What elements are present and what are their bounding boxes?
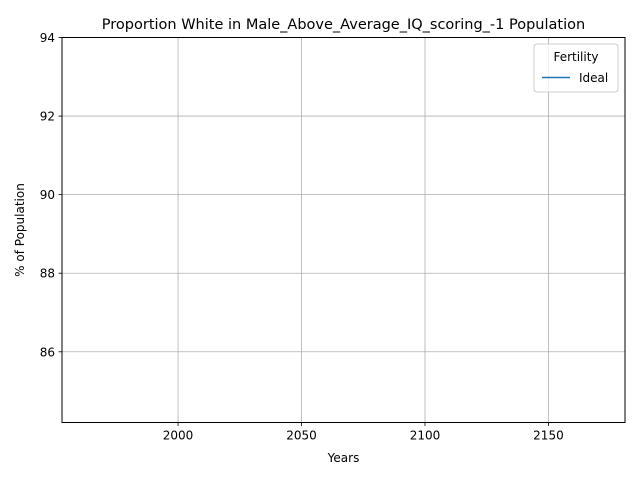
y-axis-label: % of Population [13, 183, 27, 277]
x-axis-label: Years [327, 451, 360, 465]
legend-title: Fertility [553, 50, 598, 64]
legend-label-ideal: Ideal [579, 71, 608, 85]
x-axis: 2000 2050 2100 2150 [163, 422, 564, 443]
legend-box [533, 43, 619, 93]
x-tick-label: 2050 [286, 429, 317, 443]
y-tick-label: 94 [40, 31, 55, 45]
plot-frame [61, 37, 626, 423]
y-tick-label: 86 [40, 345, 55, 359]
x-tick-label: 2150 [533, 429, 564, 443]
y-tick-label: 92 [40, 110, 55, 124]
chart-title: Proportion White in Male_Above_Average_I… [102, 17, 585, 33]
y-tick-label: 90 [40, 188, 55, 202]
x-tick-label: 2000 [163, 429, 194, 443]
x-tick-label: 2100 [410, 429, 441, 443]
y-tick-label: 88 [40, 267, 55, 281]
y-axis: 86 88 90 92 94 [40, 31, 62, 359]
legend: Fertility Ideal [533, 43, 619, 93]
